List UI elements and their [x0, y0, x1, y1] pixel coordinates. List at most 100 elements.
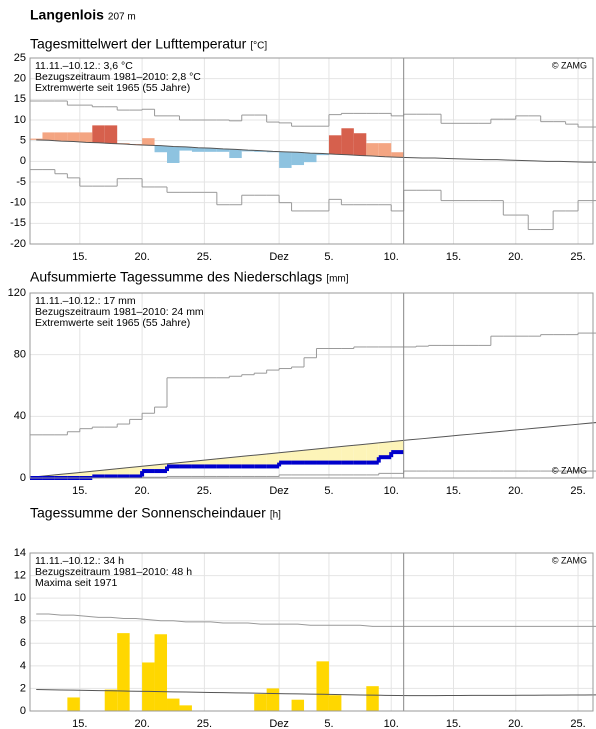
y-tick-label: 12: [14, 569, 26, 581]
x-tick-label: 25.: [197, 251, 212, 263]
y-tick-label: 120: [8, 287, 26, 299]
anomaly-fill: [79, 132, 93, 143]
anomaly-fill: [304, 153, 317, 163]
bar: [154, 634, 168, 711]
x-tick-label: 15.: [446, 485, 461, 497]
anomaly-fill: [241, 455, 255, 467]
anomaly-fill: [191, 147, 205, 152]
anomaly-fill: [142, 138, 155, 146]
anomaly-fill: [353, 444, 367, 463]
note: Extremwerte seit 1965 (55 Jahre): [35, 317, 190, 329]
anomaly-fill: [142, 465, 155, 472]
plot-frame: [29, 292, 594, 479]
anomaly-fill: [254, 454, 267, 467]
anomaly-fill: [229, 149, 242, 159]
anomaly-fill: [241, 150, 255, 152]
note: Maxima seit 1971: [35, 577, 117, 589]
x-tick-label: 5.: [324, 485, 333, 497]
x-tick-label: 15.: [446, 251, 461, 263]
y-tick-label: 20: [14, 73, 26, 85]
x-tick-label: 20.: [134, 718, 149, 729]
anomaly-fill: [104, 469, 118, 477]
anomaly-fill: [279, 151, 292, 168]
anomaly-fill: [279, 452, 292, 463]
anomaly-fill: [154, 145, 168, 153]
bar: [366, 686, 379, 711]
anomaly-fill: [67, 473, 80, 478]
note: Bezugszeitraum 1981–2010: 48 h: [35, 566, 192, 578]
anomaly-fill: [291, 450, 305, 463]
panel-title: Tagessumme der Sonnenscheindauer: [30, 505, 266, 521]
y-tick-label: 5: [20, 135, 26, 147]
anomaly-fill: [204, 459, 217, 467]
anomaly-fill: [179, 146, 192, 151]
bar: [104, 689, 118, 711]
credit: © ZAMG: [552, 465, 587, 475]
reference-line: [36, 689, 596, 697]
anomaly-fill: [54, 132, 68, 142]
station-elevation: 207 m: [108, 12, 136, 23]
anomaly-fill: [341, 445, 354, 463]
y-tick-label: 10: [14, 114, 26, 126]
y-tick-label: 14: [14, 547, 26, 559]
anomaly-fill: [92, 125, 105, 143]
x-tick-label: 10.: [384, 251, 399, 263]
y-tick-label: 80: [14, 349, 26, 361]
y-tick-label: 15: [14, 93, 26, 105]
panel-title: Aufsummierte Tagessumme des Niederschlag…: [30, 269, 322, 285]
y-tick-label: 25: [14, 52, 26, 64]
bar: [142, 662, 155, 711]
panel-title: Tagesmittelwert der Lufttemperatur: [30, 36, 247, 52]
panel-unit: [h]: [270, 510, 281, 521]
anomaly-fill: [316, 448, 329, 463]
x-tick-label: 25.: [197, 485, 212, 497]
y-tick-label: -15: [10, 217, 26, 229]
anomaly-fill: [378, 442, 392, 458]
y-tick-label: 4: [20, 660, 26, 672]
x-tick-label: Dez: [269, 485, 289, 497]
anomaly-fill: [366, 443, 379, 463]
bar: [266, 688, 280, 711]
y-tick-label: -5: [16, 176, 26, 188]
x-tick-label: 20.: [134, 251, 149, 263]
x-tick-label: 25.: [197, 718, 212, 729]
anomaly-fill: [316, 153, 329, 156]
x-tick-label: 15.: [72, 485, 87, 497]
anomaly-fill: [291, 152, 305, 166]
x-tick-label: 5.: [324, 718, 333, 729]
y-tick-label: 40: [14, 410, 26, 422]
anomaly-fill: [366, 143, 379, 156]
station-title: Langenlois: [30, 7, 104, 23]
note: 11.11.–10.12.: 3,6 °C: [35, 60, 133, 72]
bar: [67, 697, 80, 711]
x-tick-label: 15.: [72, 718, 87, 729]
reference-line: [36, 139, 596, 163]
y-tick-label: 0: [20, 472, 26, 484]
anomaly-fill: [341, 128, 354, 155]
anomaly-fill: [216, 458, 230, 467]
anomaly-fill: [92, 470, 105, 477]
anomaly-fill: [391, 152, 404, 158]
anomaly-fill: [304, 449, 317, 463]
anomaly-fill: [67, 132, 80, 142]
note: Extremwerte seit 1965 (55 Jahre): [35, 82, 190, 94]
anomaly-fill: [204, 148, 217, 152]
note: 11.11.–10.12.: 34 h: [35, 555, 124, 567]
anomaly-fill: [117, 468, 130, 477]
anomaly-fill: [229, 457, 242, 467]
anomaly-fill: [254, 150, 267, 152]
bar: [179, 705, 192, 711]
reference-line: [36, 422, 596, 478]
panel-unit: [°C]: [250, 41, 267, 52]
anomaly-fill: [191, 460, 205, 467]
note: Bezugszeitraum 1981–2010: 2,8 °C: [35, 71, 201, 83]
x-tick-label: 20.: [508, 718, 523, 729]
bar: [328, 695, 342, 711]
y-tick-label: 6: [20, 637, 26, 649]
x-tick-label: 15.: [446, 718, 461, 729]
x-tick-label: 20.: [508, 485, 523, 497]
anomaly-fill: [154, 464, 168, 472]
note: Bezugszeitraum 1981–2010: 24 mm: [35, 306, 204, 318]
x-tick-label: 25.: [570, 718, 585, 729]
